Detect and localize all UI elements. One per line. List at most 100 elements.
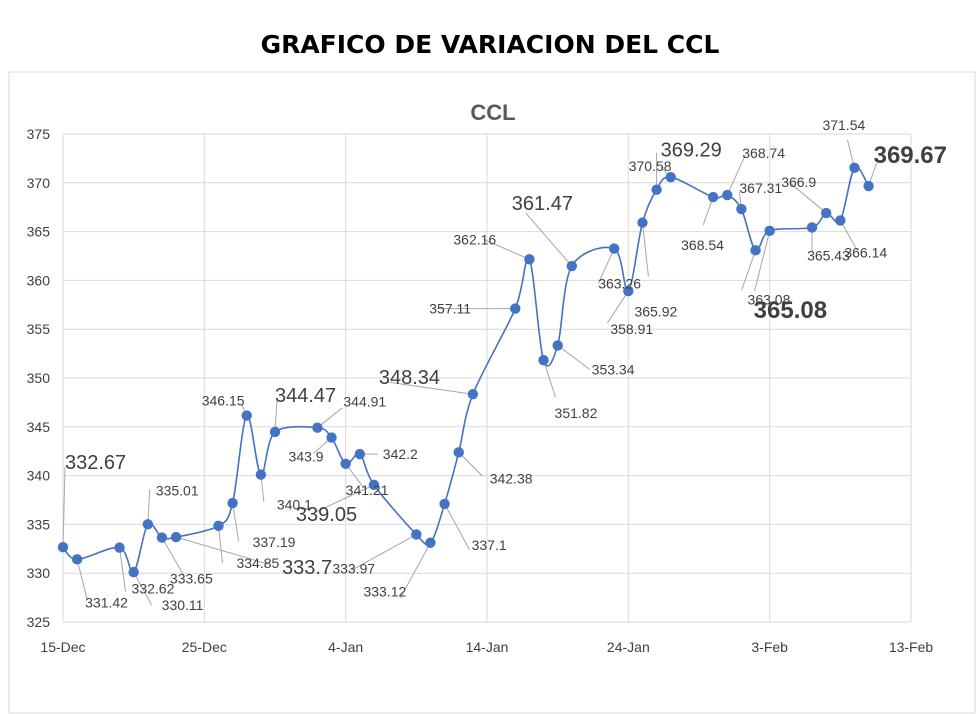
data-point xyxy=(425,537,436,548)
data-point xyxy=(863,180,874,192)
chart-frame xyxy=(8,71,976,714)
label-leader xyxy=(161,537,185,576)
data-label: 333.12 xyxy=(363,584,406,600)
data-label: 348.34 xyxy=(379,367,440,389)
data-point xyxy=(227,497,238,509)
label-leader xyxy=(232,502,240,542)
label-leader xyxy=(76,559,88,600)
data-label: 365.92 xyxy=(634,304,677,320)
data-point xyxy=(609,243,620,254)
data-point xyxy=(255,469,267,480)
data-point xyxy=(849,162,860,173)
data-label: 361.47 xyxy=(512,193,573,215)
data-label: 344.47 xyxy=(275,385,336,407)
grid xyxy=(62,133,912,623)
series-line-path xyxy=(62,166,870,574)
data-point xyxy=(340,458,351,469)
data-label: 366.9 xyxy=(781,174,816,190)
y-tick-label: 360 xyxy=(27,272,51,288)
data-point xyxy=(637,217,648,228)
data-point xyxy=(835,215,846,226)
label-leader xyxy=(741,250,757,291)
label-leader xyxy=(317,407,343,429)
x-tick-label: 3-Feb xyxy=(751,639,788,655)
data-point xyxy=(651,184,662,195)
label-leader xyxy=(641,222,649,277)
data-label: 332.67 xyxy=(65,452,126,474)
data-label: 333.65 xyxy=(170,571,213,587)
data-point xyxy=(707,191,719,203)
x-tick-label: 4-Jan xyxy=(328,639,363,655)
data-point xyxy=(128,566,139,578)
x-tick-label: 13-Feb xyxy=(889,639,934,655)
y-tick-label: 325 xyxy=(27,614,51,630)
data-point xyxy=(312,422,323,433)
label-leader xyxy=(458,452,484,477)
data-point xyxy=(114,542,125,553)
data-point xyxy=(453,447,464,458)
label-leader xyxy=(789,182,827,214)
data-label: 346.15 xyxy=(202,393,245,409)
data-point xyxy=(269,426,281,438)
label-leader xyxy=(133,571,153,606)
data-label: 333.7 xyxy=(282,557,332,579)
data-label: 371.54 xyxy=(822,117,865,133)
data-point xyxy=(806,222,818,233)
label-leader xyxy=(388,381,473,395)
data-point xyxy=(142,519,153,530)
y-tick-label: 350 xyxy=(27,370,51,386)
label-leader xyxy=(119,547,127,592)
data-label: 363.26 xyxy=(598,276,641,292)
data-label: 333.97 xyxy=(332,560,375,576)
label-leader xyxy=(351,534,417,571)
data-label: 332.62 xyxy=(132,581,175,597)
data-label: 335.01 xyxy=(156,482,199,498)
data-point xyxy=(241,410,252,421)
y-tick-label: 335 xyxy=(27,516,51,532)
data-point xyxy=(736,203,747,215)
data-point xyxy=(170,531,182,543)
label-leader xyxy=(726,154,746,196)
chart-title: CCL xyxy=(470,100,515,125)
data-label: 340.1 xyxy=(277,497,312,513)
data-point xyxy=(411,529,422,540)
data-label: 362.16 xyxy=(453,231,496,247)
label-leader xyxy=(62,467,66,548)
label-leader xyxy=(217,525,223,563)
label-leader xyxy=(606,290,629,324)
data-point xyxy=(510,303,521,314)
data-label: 334.85 xyxy=(236,555,279,571)
data-label: 343.9 xyxy=(289,449,324,465)
data-point xyxy=(326,432,337,443)
data-label: 351.82 xyxy=(555,405,598,421)
label-leader xyxy=(444,503,471,551)
data-point xyxy=(821,207,832,219)
label-leaders xyxy=(62,139,878,606)
data-label: 353.34 xyxy=(592,361,635,377)
label-leader xyxy=(597,248,615,284)
data-point xyxy=(467,389,479,400)
label-leader xyxy=(315,484,375,513)
label-leader xyxy=(543,360,557,398)
label-leader xyxy=(483,238,530,260)
data-point xyxy=(57,541,69,553)
data-point xyxy=(354,448,365,460)
y-tick-label: 345 xyxy=(27,419,51,435)
data-point xyxy=(213,520,224,532)
data-label: 339.05 xyxy=(296,504,357,526)
label-leader xyxy=(274,399,278,433)
data-label: 363.08 xyxy=(748,291,791,307)
data-point xyxy=(368,479,380,491)
label-leader xyxy=(754,230,771,291)
x-tick-label: 14-Jan xyxy=(466,639,509,655)
data-label: 368.54 xyxy=(681,237,724,253)
data-point xyxy=(524,254,535,265)
data-point xyxy=(538,355,549,366)
label-leader xyxy=(175,536,269,565)
y-tick-label: 340 xyxy=(27,468,51,484)
y-tick-label: 365 xyxy=(27,224,51,240)
data-label: 342.2 xyxy=(383,446,418,462)
data-point xyxy=(439,498,450,510)
